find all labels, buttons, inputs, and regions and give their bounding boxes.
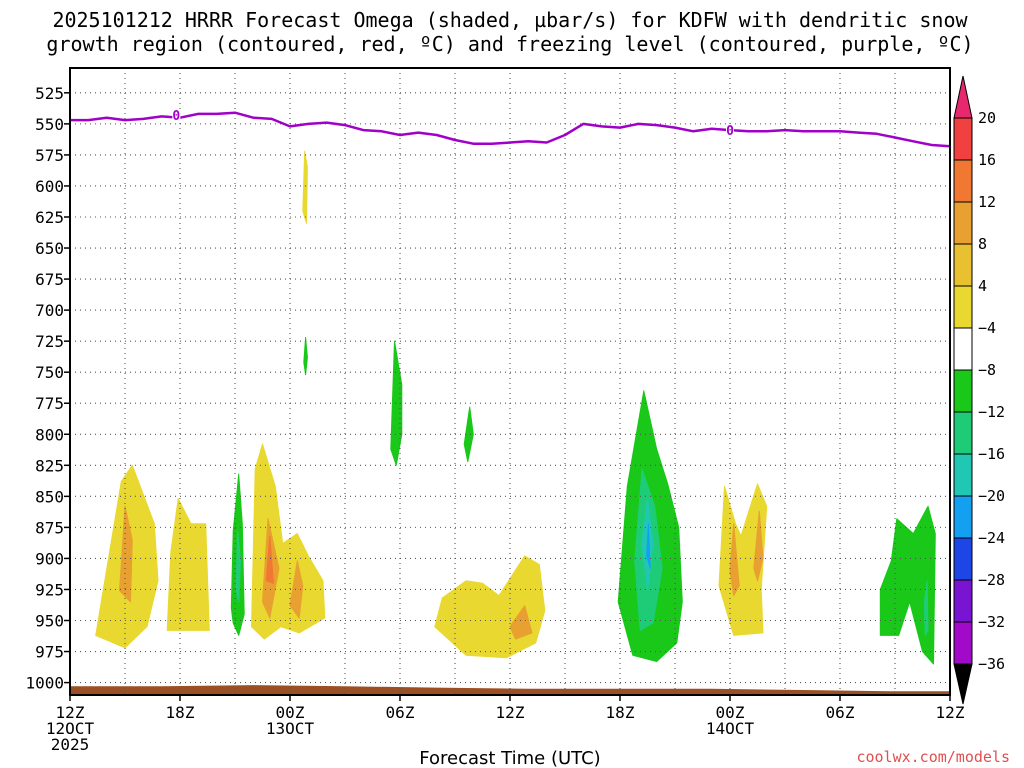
y-tick-label: 825 [35,456,64,475]
colorbar-tick-label: 12 [978,193,996,211]
colorbar-box [953,537,973,581]
colorbar-tick-label: 8 [978,235,987,253]
colorbar-tick-label: 4 [978,277,987,295]
y-tick-label: 725 [35,332,64,351]
chart-title-line-1: 2025101212 HRRR Forecast Omega (shaded, … [52,8,968,32]
colorbar-box [953,327,973,371]
colorbar-tick-label: −20 [978,487,1005,505]
omega-region-12 [463,406,474,463]
x-tick-label: 12Z [56,703,85,722]
colorbar-box [953,579,973,623]
omega-colorbar: 20 16 12 8 4 −4 −8 −12 −16 −20 −24 −28 −32 −36 [953,75,1005,705]
surface-band [70,685,950,695]
colorbar-box [953,117,973,161]
x-tick-label: 14OCT [706,719,755,738]
colorbar-top-arrow [953,75,973,119]
x-tick-label: 12Z [496,703,525,722]
omega-region-1 [119,505,133,603]
omega-region-7 [265,535,274,584]
y-tick-label: 600 [35,177,64,196]
x-tick-label: 00Z [716,703,745,722]
colorbar-box [953,285,973,329]
omega-region-21 [753,510,764,582]
omega-shading [95,150,936,665]
x-tick-label: 13OCT [266,719,315,738]
y-tick-label: 775 [35,394,64,413]
x-tick-label: 00Z [276,703,305,722]
x-tick-label: 06Z [826,703,855,722]
colorbar-box [953,243,973,287]
omega-region-2 [166,498,210,631]
colorbar-tick-label: −24 [978,529,1005,547]
colorbar-box [953,411,973,455]
omega-region-23 [923,580,929,636]
x-tick-label: 2025 [51,735,90,754]
x-axis-label: Forecast Time (UTC) [419,748,600,768]
omega-region-4 [235,530,241,603]
omega-region-14 [509,605,533,640]
colorbar-tick-label: −16 [978,445,1005,463]
colorbar-box [953,201,973,245]
freezing-level-contour: 00 [70,109,951,148]
y-tick-label: 550 [35,115,64,134]
x-tick-label: 18Z [606,703,635,722]
credit-text: coolwx.com/models [856,748,1010,766]
colorbar-box [953,495,973,539]
surface-terrain [70,685,950,695]
grid-lines [70,68,950,695]
y-tick-label: 900 [35,549,64,568]
colorbar-bottom-arrow [953,663,973,705]
omega-region-11 [390,340,403,466]
x-tick-label: 18Z [166,703,195,722]
colorbar-box [953,621,973,665]
y-tick-label: 875 [35,518,64,537]
y-tick-label: 700 [35,301,64,320]
colorbar-box [953,369,973,413]
y-tick-label: 850 [35,487,64,506]
omega-region-20 [729,523,740,597]
colorbar-tick-label: −36 [978,655,1005,673]
chart-title-line-2: growth region (contoured, red, ºC) and f… [46,32,973,56]
colorbar-tick-label: 16 [978,151,996,169]
y-tick-label: 650 [35,239,64,258]
y-tick-label: 575 [35,146,64,165]
y-tick-label: 950 [35,612,64,631]
colorbar-tick-label: −28 [978,571,1005,589]
y-tick-label: 750 [35,363,64,382]
omega-region-18 [646,523,651,569]
colorbar-tick-label: −12 [978,403,1005,421]
colorbar-box [953,159,973,203]
y-tick-label: 525 [35,84,64,103]
omega-region-8 [289,560,304,619]
x-tick-label: 12Z [936,703,965,722]
freezing-level-label-bg [726,124,734,137]
freezing-level-label: 0 [172,109,180,124]
colorbar-tick-label: −8 [978,361,996,379]
colorbar-box [953,453,973,497]
pressure-axis: 525 550 575 600 625 650 675 700 725 750 775 800 825 8… [25,84,70,693]
y-tick-label: 625 [35,208,64,227]
y-tick-label: 925 [35,580,64,599]
colorbar-tick-label: −32 [978,613,1005,631]
y-tick-label: 675 [35,270,64,289]
colorbar-tick-label: 20 [978,109,996,127]
freezing-level-label-bg [172,109,181,122]
omega-region-22 [879,505,936,665]
omega-region-9 [302,150,308,224]
x-tick-label: 06Z [386,703,415,722]
omega-region-19 [718,483,768,636]
plot-area: 00 [69,67,951,696]
y-tick-label: 1000 [25,674,64,693]
freezing-level-line [70,111,951,148]
colorbar-tick-label: −4 [978,319,996,337]
y-tick-label: 975 [35,643,64,662]
y-tick-label: 800 [35,425,64,444]
freezing-level-label: 0 [726,124,734,139]
omega-region-10 [303,336,308,376]
x-tick-label: 12OCT [46,719,95,738]
